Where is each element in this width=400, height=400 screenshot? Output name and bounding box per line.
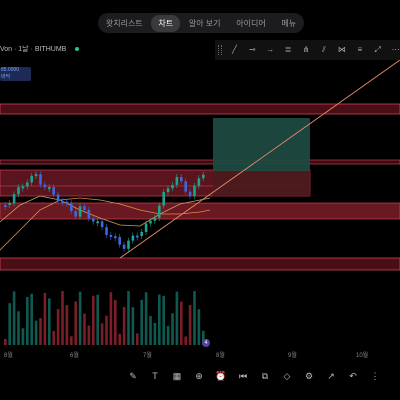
symbol-text: Von · 1날 · BITHUMB [0,46,67,53]
tab-explore[interactable]: 알아 보기 [188,18,221,28]
trend-line[interactable] [119,59,400,259]
alarm-icon[interactable]: ⏰ [215,371,227,381]
x-label: 6월 [70,353,79,359]
pitchfork-icon[interactable]: ⋔ [302,45,310,54]
price-label-value: 85.0000 [1,67,20,73]
x-label: 8월 [216,353,225,359]
ema-short-line [0,195,211,227]
parallel-channel-icon[interactable]: ≣ [284,45,292,54]
volume-bars [4,291,205,345]
brush-icon[interactable]: ✎ [129,371,137,381]
drawing-toolbar: ╱ ⊸ → ≣ ⋔ ⫽ ⋈ ≡ ⤢ ⋯ [215,40,400,60]
overflow-icon[interactable]: ⋮ [370,371,380,381]
undo-icon[interactable]: ↶ [349,371,357,381]
fib-icon[interactable]: ⋈ [337,45,346,54]
x-label: 8월 [4,353,13,359]
x-label: 10월 [356,353,369,359]
layers-icon[interactable]: ◇ [283,371,291,381]
tab-ideas[interactable]: 아이디어 [236,18,266,28]
tab-menu[interactable]: 메뉴 [281,18,297,28]
regression-icon[interactable]: ⫽ [322,45,326,54]
target-zone[interactable] [213,118,310,171]
drag-handle[interactable] [218,45,222,55]
candles [4,171,205,252]
bottom-toolbar: ✎ T ▦ ⊕ ⏰ ⏮ ⧉ ◇ ⚙ ↗ ↶ ⋮ [125,368,400,384]
ray-icon[interactable]: → [266,45,275,54]
price-label-sub: 바닥 [1,74,11,80]
more-icon[interactable]: ⋯ [391,45,400,54]
grid-icon[interactable]: ▦ [172,371,182,381]
pattern-icon[interactable]: ≡ [357,45,363,54]
price-label: 85.0000 바닥 [0,67,31,81]
tab-watchlist[interactable]: 왓치리스트 [105,18,143,28]
replay-icon[interactable]: ⏮ [238,371,248,381]
trendline-icon[interactable]: ╱ [232,45,237,54]
market-status-dot [75,47,80,51]
zigzag-icon[interactable]: ↗ [327,371,335,381]
settings-icon[interactable]: ⚙ [304,371,314,381]
symbol-label[interactable]: Von · 1날 · BITHUMB [0,44,80,54]
horizontal-line-icon[interactable]: ⊸ [248,45,256,54]
indicators-icon[interactable]: ⧉ [261,371,269,381]
extended-line-icon[interactable]: ⤢ [374,45,381,54]
tab-chart[interactable]: 차트 [151,14,181,32]
zones [0,103,400,271]
text-icon[interactable]: T [152,371,158,381]
ema-long-line [0,197,211,251]
stop-zone[interactable] [213,171,310,196]
x-label: 9월 [288,353,297,359]
indicator-badge[interactable]: 4 [202,339,210,347]
top-nav: 왓치리스트 차트 알아 보기 아이디어 메뉴 [98,13,304,33]
x-label: 7월 [143,353,152,359]
add-icon[interactable]: ⊕ [195,371,203,381]
